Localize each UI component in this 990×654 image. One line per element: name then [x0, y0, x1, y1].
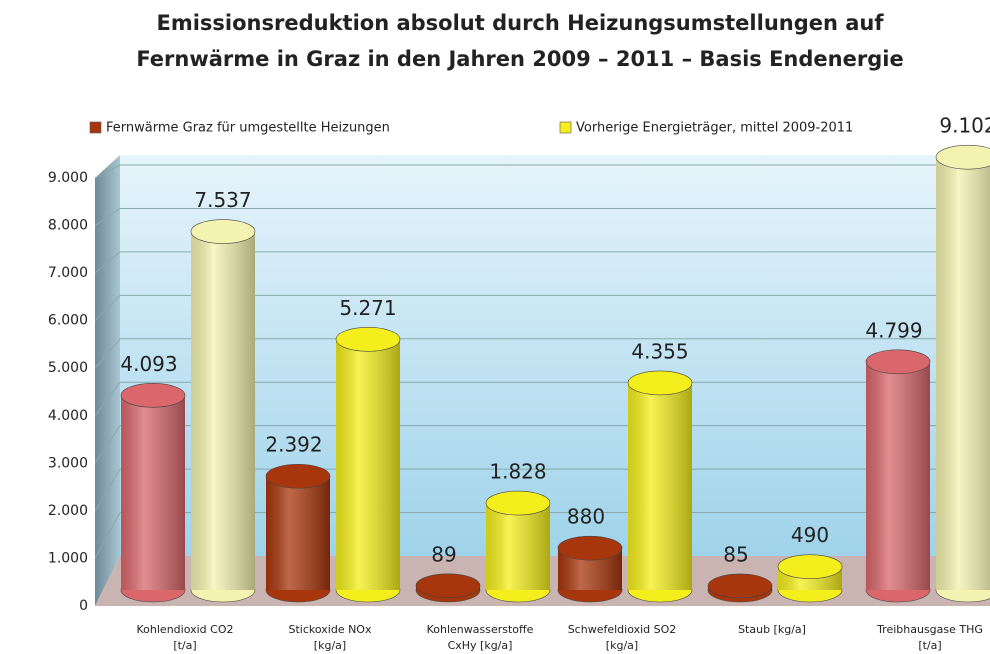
- value-label: 2.392: [265, 433, 322, 457]
- value-label: 880: [567, 505, 605, 529]
- bar-top: [120, 383, 186, 408]
- bar-top: [335, 327, 401, 352]
- grid-line-side: [94, 251, 121, 274]
- cylinder: [557, 535, 623, 603]
- chart-title: Emissionsreduktion absolut durch Heizung…: [156, 11, 884, 35]
- grid-line-side: [94, 381, 121, 417]
- cylinder: [485, 490, 551, 603]
- cylinder: [335, 327, 401, 603]
- value-label: 89: [431, 542, 456, 566]
- cylinder: [707, 573, 773, 603]
- bar-shade: [191, 231, 255, 590]
- y-tick-label: 4.000: [48, 408, 88, 424]
- y-tick-label: 8.000: [48, 218, 88, 234]
- cylinder: [935, 144, 990, 603]
- grid-line-side: [94, 425, 121, 464]
- cylinder: [265, 463, 331, 603]
- value-label: 4.093: [120, 352, 177, 376]
- legend-label: Fernwärme Graz für umgestellte Heizungen: [106, 121, 390, 136]
- y-tick-label: 1.000: [48, 550, 88, 566]
- grid-line-side: [94, 164, 121, 179]
- grid-line-side: [94, 338, 121, 369]
- value-label: 490: [791, 523, 829, 547]
- x-tick-label: Kohlenwasserstoffe CxHy [kg/a]: [427, 623, 534, 652]
- grid-line-side: [94, 512, 121, 559]
- y-tick-label: 7.000: [48, 265, 88, 281]
- bar-shade: [866, 361, 930, 590]
- y-tick-label: 2.000: [48, 503, 88, 519]
- x-tick-label: Schwefeldioxid SO2 [kg/a]: [568, 623, 677, 652]
- bar-shade: [266, 476, 330, 590]
- bar-top: [265, 463, 331, 489]
- bar-top: [935, 144, 990, 170]
- legend-swatch: [89, 121, 102, 134]
- x-tick-label: Kohlendioxid CO2 [t/a]: [137, 623, 234, 652]
- cylinder: [777, 554, 843, 603]
- value-label: 85: [723, 542, 748, 566]
- bar-shade: [628, 382, 692, 590]
- x-tick-label: Staub [kg/a]: [738, 623, 806, 636]
- bar-top: [865, 349, 931, 375]
- y-tick-label: 9.000: [48, 170, 88, 186]
- cylinder: [627, 370, 693, 603]
- bar-top: [415, 573, 481, 599]
- bar-top: [627, 370, 693, 396]
- y-tick-label: 6.000: [48, 313, 88, 329]
- grid-line-side: [94, 294, 121, 322]
- legend-label: Vorherige Energieträger, mittel 2009-201…: [576, 121, 853, 136]
- cylinder: [190, 219, 256, 603]
- cylinder: [415, 573, 481, 603]
- bar-shade: [486, 503, 550, 590]
- y-tick-label: 0: [79, 598, 88, 614]
- cylinder: [865, 349, 931, 603]
- bar-top: [707, 573, 773, 599]
- x-tick-label: Stickoxide NOx [kg/a]: [289, 623, 372, 652]
- value-label: 4.799: [865, 318, 922, 342]
- bar-shade: [336, 339, 400, 590]
- value-label: 9.102: [939, 114, 990, 138]
- y-tick-label: 3.000: [48, 455, 88, 471]
- cylinder: [120, 383, 186, 603]
- value-label: 7.537: [194, 188, 251, 212]
- bar-top: [777, 554, 843, 579]
- grid-line-side: [94, 468, 121, 512]
- bar-shade: [936, 157, 990, 590]
- value-label: 5.271: [339, 296, 396, 320]
- chart-title: Fernwärme in Graz in den Jahren 2009 – 2…: [136, 47, 903, 71]
- legend-swatch: [559, 121, 572, 134]
- grid-line-side: [94, 208, 121, 226]
- bar-top: [557, 535, 623, 561]
- value-label: 4.355: [631, 339, 688, 363]
- y-tick-label: 5.000: [48, 360, 88, 376]
- bar-top: [485, 490, 551, 516]
- x-tick-label: Treibhausgase THG [t/a]: [876, 623, 983, 652]
- bar-top: [190, 219, 256, 244]
- bar-shade: [121, 395, 185, 590]
- value-label: 1.828: [489, 460, 546, 484]
